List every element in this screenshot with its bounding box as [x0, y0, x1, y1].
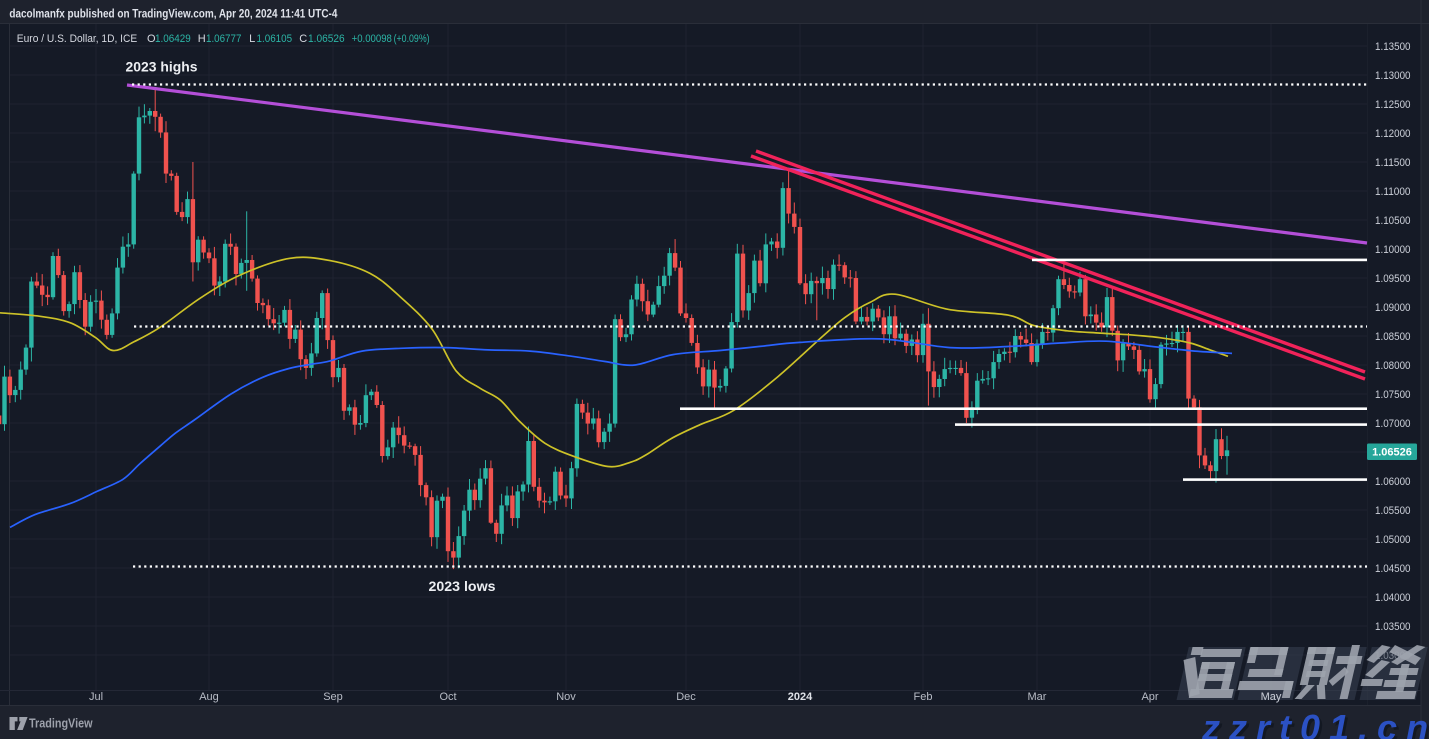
svg-text:1.10500: 1.10500: [1375, 215, 1411, 227]
svg-text:TradingView: TradingView: [29, 717, 93, 731]
svg-text:zzrt01.cn: zzrt01.cn: [1204, 710, 1429, 739]
svg-text:1.09000: 1.09000: [1375, 302, 1411, 314]
svg-text:1.03500: 1.03500: [1375, 621, 1411, 633]
svg-text:1.04000: 1.04000: [1375, 592, 1411, 604]
svg-text:1.08500: 1.08500: [1375, 331, 1411, 343]
svg-text:zzrt01.cn: zzrt01.cn: [1201, 707, 1429, 739]
svg-text:Jul: Jul: [89, 691, 103, 703]
svg-text:1.10000: 1.10000: [1375, 244, 1411, 256]
svg-text:Nov: Nov: [556, 691, 576, 703]
svg-text:Aug: Aug: [199, 691, 219, 703]
svg-text:1.09500: 1.09500: [1375, 273, 1411, 285]
svg-text:1.12500: 1.12500: [1375, 99, 1411, 111]
svg-text:1.13000: 1.13000: [1375, 70, 1411, 82]
svg-text:Apr: Apr: [1141, 691, 1158, 703]
svg-text:1.04500: 1.04500: [1375, 563, 1411, 575]
svg-text:1.05000: 1.05000: [1375, 534, 1411, 546]
svg-text:2023 lows: 2023 lows: [429, 578, 496, 594]
svg-text:May: May: [1261, 691, 1282, 703]
svg-text:2024: 2024: [788, 691, 813, 703]
svg-text:dacolmanfx published on Tradin: dacolmanfx published on TradingView.com,…: [9, 9, 338, 21]
svg-text:Oct: Oct: [439, 691, 456, 703]
svg-text:1.06105: 1.06105: [257, 33, 293, 45]
svg-text:L: L: [249, 33, 255, 45]
svg-text:1.11500: 1.11500: [1375, 157, 1411, 169]
svg-text:O: O: [147, 33, 156, 45]
svg-text:Mar: Mar: [1028, 691, 1047, 703]
svg-text:1.13500: 1.13500: [1375, 41, 1411, 53]
svg-text:1.06429: 1.06429: [155, 33, 191, 45]
svg-text:C: C: [299, 33, 307, 45]
svg-text:1.07000: 1.07000: [1375, 418, 1411, 430]
svg-text:1.11000: 1.11000: [1375, 186, 1411, 198]
svg-text:1.08000: 1.08000: [1375, 360, 1411, 372]
svg-text:Euro / U.S. Dollar, 1D, ICE: Euro / U.S. Dollar, 1D, ICE: [17, 33, 137, 45]
svg-text:1.06777: 1.06777: [206, 33, 241, 45]
svg-text:Sep: Sep: [323, 691, 343, 703]
svg-text:1.06000: 1.06000: [1375, 476, 1411, 488]
svg-text:(+0.09%): (+0.09%): [394, 33, 430, 45]
svg-text:1.07500: 1.07500: [1375, 389, 1411, 401]
svg-text:Feb: Feb: [914, 691, 933, 703]
svg-text:1.06526: 1.06526: [1372, 447, 1412, 459]
svg-text:1.05500: 1.05500: [1375, 505, 1411, 517]
svg-text:H: H: [198, 33, 206, 45]
svg-text:1.06526: 1.06526: [308, 33, 345, 45]
svg-text:Dec: Dec: [676, 691, 696, 703]
svg-text:2023 highs: 2023 highs: [126, 59, 198, 75]
svg-text:1.12000: 1.12000: [1375, 128, 1411, 140]
svg-text:+0.00098: +0.00098: [352, 33, 392, 45]
